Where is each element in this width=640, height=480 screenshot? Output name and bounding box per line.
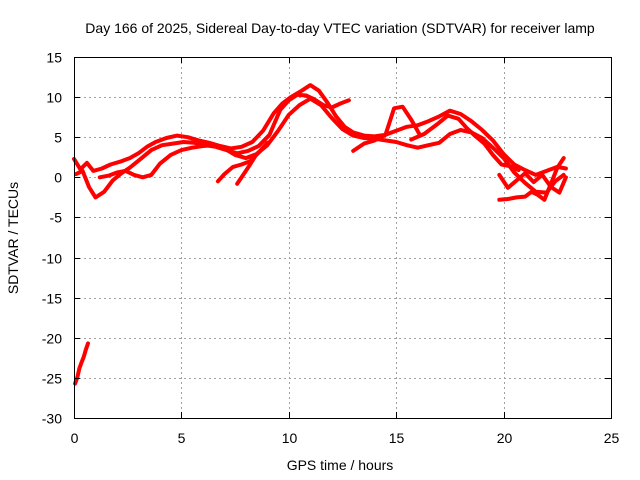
series-line-track-h — [497, 156, 566, 202]
y-tick-label: -30 — [42, 411, 62, 427]
y-tick-label: 10 — [46, 90, 62, 106]
y-axis-label: SDTVAR / TECUs — [5, 182, 21, 294]
tick-labels: 0 5 10 15 20 25 15 10 5 0 -5 -10 -15 -20 -25 -30 — [42, 50, 620, 447]
grid — [74, 57, 611, 418]
x-axis-label: GPS time / hours — [287, 457, 394, 473]
chart-title: Day 166 of 2025, Sidereal Day-to-day VTE… — [85, 20, 595, 36]
y-tick-label: -15 — [42, 291, 62, 307]
x-tick-label: 5 — [178, 430, 186, 446]
plot-frame — [74, 57, 612, 419]
series-line-track-e — [235, 146, 265, 186]
y-tick-label: -10 — [42, 251, 62, 267]
x-tick-label: 0 — [71, 430, 79, 446]
x-tick-label: 25 — [604, 430, 620, 446]
series-group — [72, 83, 568, 386]
series-line-track-c — [97, 96, 566, 195]
y-tick-label: -20 — [42, 331, 62, 347]
axis-ticks — [74, 57, 612, 419]
series-line-track-j — [73, 341, 90, 386]
x-tick-label: 10 — [282, 430, 298, 446]
x-tick-label: 15 — [389, 430, 405, 446]
y-tick-label: 15 — [46, 50, 62, 66]
y-tick-label: 5 — [54, 130, 62, 146]
y-tick-label: -5 — [50, 210, 63, 226]
series-line-track-f — [351, 104, 422, 153]
series-line-track-i — [497, 171, 568, 195]
x-tick-label: 20 — [497, 430, 513, 446]
series-line-track-g — [409, 113, 521, 173]
y-tick-label: -25 — [42, 371, 62, 387]
series-line-track-a — [72, 83, 568, 177]
y-tick-label: 0 — [54, 170, 62, 186]
